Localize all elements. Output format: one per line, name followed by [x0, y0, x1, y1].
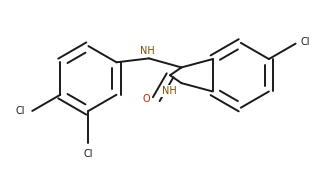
Text: NH: NH	[140, 46, 155, 56]
Text: Cl: Cl	[16, 106, 25, 116]
Text: NH: NH	[162, 86, 177, 96]
Text: O: O	[142, 94, 150, 104]
Text: Cl: Cl	[84, 149, 93, 159]
Text: Cl: Cl	[301, 37, 310, 47]
